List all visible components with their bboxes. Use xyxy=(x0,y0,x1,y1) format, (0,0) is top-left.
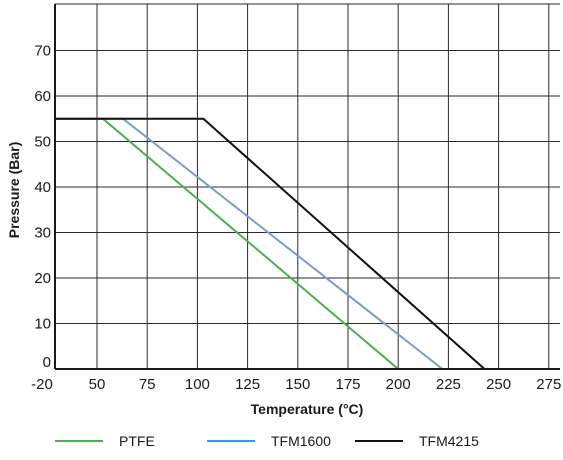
x-tick-label-50: 50 xyxy=(89,376,106,393)
series-line-tfm1600 xyxy=(55,117,444,370)
series-line-ptfe xyxy=(55,117,399,370)
legend-label-tfm4215: TFM4215 xyxy=(419,433,479,449)
x-tick-label-150: 150 xyxy=(285,376,310,393)
x-tick-label-250: 250 xyxy=(486,376,511,393)
series-lines xyxy=(55,117,486,370)
y-tick-label-60: 60 xyxy=(34,88,51,105)
legend-label-ptfe: PTFE xyxy=(119,433,155,449)
x-tick-label-100: 100 xyxy=(185,376,210,393)
axes xyxy=(54,4,560,370)
x-tick-label-175: 175 xyxy=(335,376,360,393)
x-tick-label-225: 225 xyxy=(436,376,461,393)
y-tick-labels: 0 10 20 30 40 50 60 70 xyxy=(34,43,51,372)
y-tick-label-20: 20 xyxy=(34,270,51,287)
x-tick-label-75: 75 xyxy=(139,376,156,393)
legend: PTFE TFM1600 TFM4215 xyxy=(55,433,479,449)
x-tick-label-125: 125 xyxy=(235,376,260,393)
y-tick-label-50: 50 xyxy=(34,134,51,151)
y-tick-label-70: 70 xyxy=(34,43,51,60)
y-tick-label-40: 40 xyxy=(34,179,51,196)
y-tick-label-10: 10 xyxy=(34,316,51,333)
y-tick-label-30: 30 xyxy=(34,225,51,242)
x-tick-label--20: -20 xyxy=(31,376,53,393)
legend-label-tfm1600: TFM1600 xyxy=(271,433,331,449)
x-tick-labels: -20 50 75 100 125 150 175 200 225 250 275 xyxy=(31,376,561,393)
x-tick-label-275: 275 xyxy=(536,376,561,393)
x-tick-label-200: 200 xyxy=(386,376,411,393)
series-line-tfm4215 xyxy=(55,117,486,370)
y-axis-title: Pressure (Bar) xyxy=(6,142,22,239)
y-tick-label-0: 0 xyxy=(43,354,51,371)
x-axis-title: Temperature (°C) xyxy=(251,401,364,417)
grid xyxy=(55,3,560,369)
